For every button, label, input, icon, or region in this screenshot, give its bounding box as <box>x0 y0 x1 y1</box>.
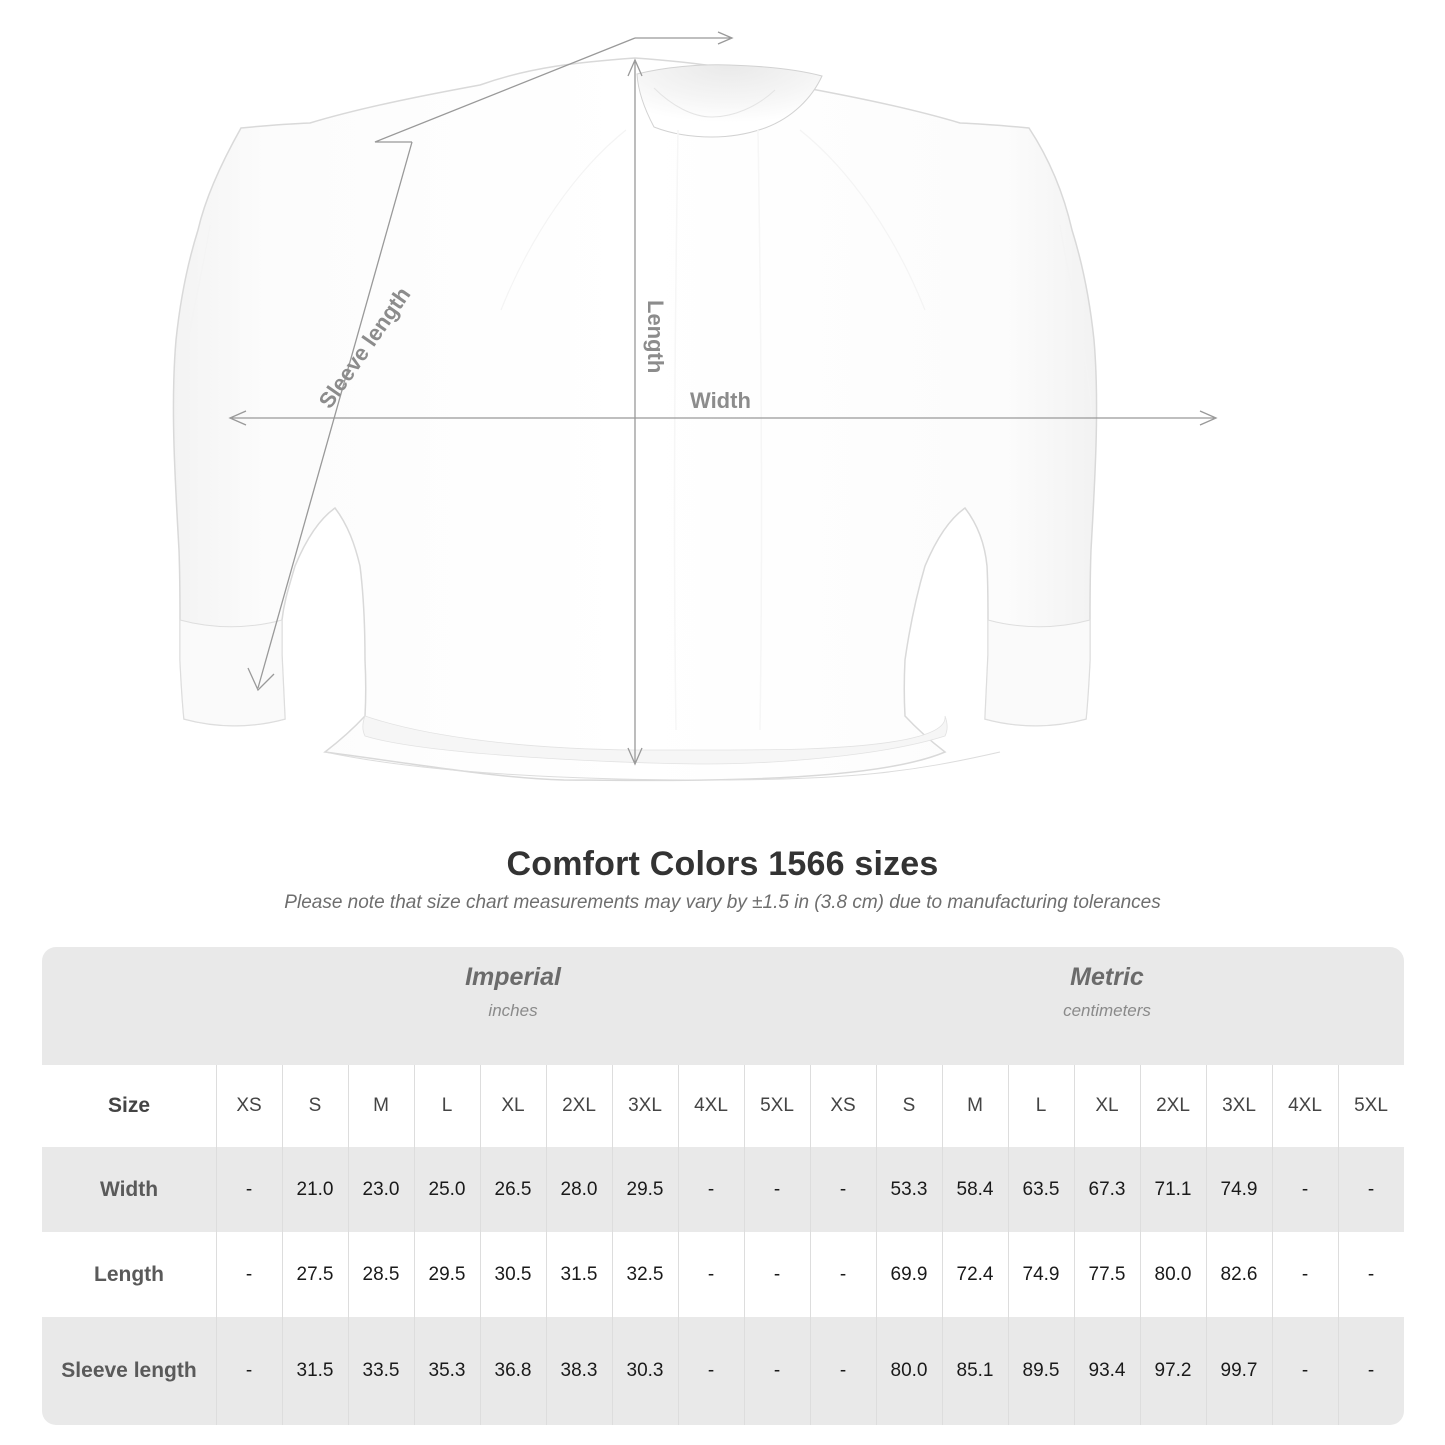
svg-text:Length: Length <box>643 300 668 373</box>
svg-text:Width: Width <box>690 388 751 413</box>
